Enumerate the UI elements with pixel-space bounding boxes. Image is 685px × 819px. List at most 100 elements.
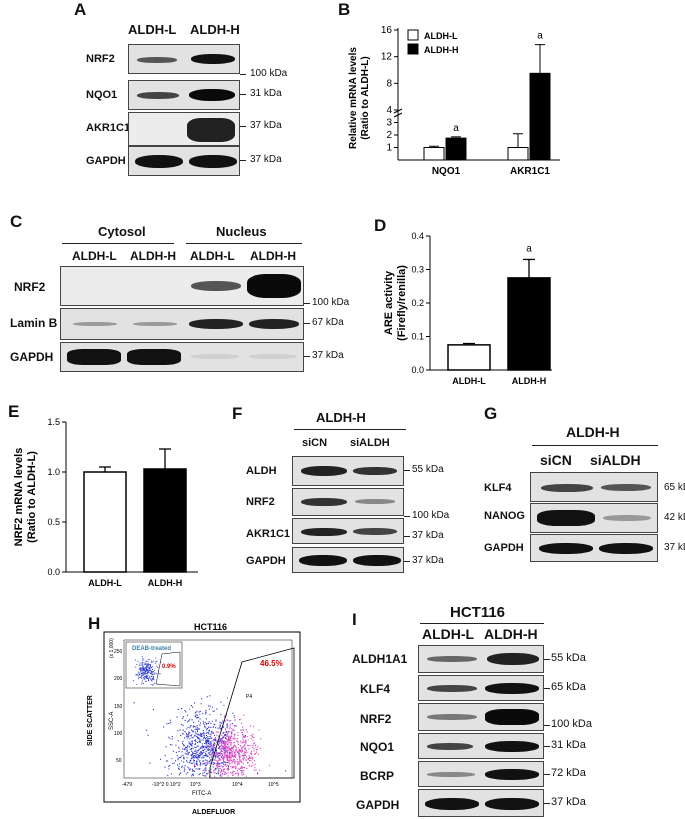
y-tick-label: 0.4 <box>411 231 424 241</box>
flow-ylabel: SIDE SCATTER <box>87 695 94 746</box>
y-axis-label-line: ARE activity <box>383 270 395 335</box>
panel-letter-d: D <box>374 216 387 235</box>
panel-f-strip-gapdh <box>292 547 404 573</box>
bar <box>529 72 551 161</box>
panel-i-row-nqo1: NQO1 <box>360 740 395 754</box>
panel-c-group-nucleus: Nucleus <box>216 224 267 239</box>
y-axis-label-line: (Firefly/renilla) <box>396 265 408 341</box>
x-tick-label: NQO1 <box>432 166 461 177</box>
flow-xtick-0: -10^2 0 10^2 <box>152 782 181 788</box>
panel-i-strip-gapdh <box>418 789 544 817</box>
panel-a-kda-nqo1: 31 kDa <box>250 88 282 99</box>
panel-i-kda-nqo1: 31 kDa <box>551 739 586 751</box>
flow-ytick-250: 250 <box>114 649 123 655</box>
panel-i-strip-nrf2 <box>418 703 544 731</box>
panel-i-kda-nrf2: 100 kDa <box>551 718 592 730</box>
panel-g-strip-gapdh <box>530 534 658 562</box>
legend-label: ALDH-H <box>424 45 459 55</box>
y-tick-label: 0.3 <box>411 265 424 275</box>
y-tick-label: 4 <box>386 105 392 116</box>
panel-f-strip-nrf2 <box>292 488 404 516</box>
flow-ytick-50: 50 <box>116 758 122 764</box>
panel-f-row-aldh: ALDH <box>246 465 277 477</box>
y-axis-label-line: (Ratio to ALDH-L) <box>360 56 371 140</box>
y-tick-label: 8 <box>386 78 392 89</box>
legend-swatch <box>407 43 419 55</box>
panel-g-col-sicn: siCN <box>540 452 572 468</box>
y-axis-label-line: (Ratio to ALDH-L) <box>26 451 38 543</box>
panel-i-row-gapdh: GAPDH <box>356 798 400 812</box>
panel-i-kda-aldh1a1: 55 kDa <box>551 652 586 664</box>
flow-inner-yunit: (x 1,000) <box>109 638 115 658</box>
legend-swatch <box>407 29 419 41</box>
flow-xtick-1e3: 10^3 <box>190 782 201 788</box>
y-tick-label: 0.0 <box>47 567 60 577</box>
axis-break <box>393 112 403 118</box>
panel-c-strip-laminb <box>60 308 304 340</box>
panel-i-row-nrf2: NRF2 <box>360 712 392 726</box>
flow-plot-h: HCT116 SIDE SCATTER ALDEFLUOR SSC-A (x 1… <box>87 622 301 816</box>
panel-a-row-gapdh: GAPDH <box>86 155 126 167</box>
panel-a-strip-gapdh <box>128 146 240 176</box>
panel-a-kda-nrf2: 100 kDa <box>250 68 288 79</box>
y-axis-label: Relative mRNA levels (Ratio to ALDH-L) <box>348 47 371 149</box>
panel-i-strip-bcrp <box>418 761 544 787</box>
panel-f-col-sicn: siCN <box>302 437 328 449</box>
panel-i-title: HCT116 <box>450 604 506 621</box>
flow-xtick-1e4: 10^4 <box>232 782 243 788</box>
panel-c-kda-gapdh: 37 kDa <box>312 350 344 361</box>
significance-label: a <box>453 123 459 134</box>
x-tick-label: AKR1C1 <box>510 166 550 177</box>
axis-break <box>393 108 403 114</box>
panel-a-strip-nqo1 <box>128 80 240 110</box>
bar <box>143 468 187 573</box>
chart-b: Relative mRNA levels (Ratio to ALDH-L)123… <box>348 25 560 177</box>
panel-a-col-aldh-l: ALDH-L <box>128 22 177 37</box>
flow-gate-name: P4 <box>246 694 252 700</box>
panel-letter-f: F <box>232 404 243 423</box>
panel-a-kda-akr1c1: 37 kDa <box>250 120 282 131</box>
flow-title: HCT116 <box>194 622 227 632</box>
x-tick-label: ALDH-L <box>452 376 486 386</box>
bar <box>447 344 491 371</box>
panel-f-row-gapdh: GAPDH <box>246 555 286 567</box>
flow-inset-label: DEAB-treated <box>132 646 171 652</box>
legend-label: ALDH-L <box>424 31 458 41</box>
panel-g-row-gapdh: GAPDH <box>484 542 524 554</box>
panel-c-row-laminb: Lamin B <box>10 316 58 330</box>
panel-letter-e: E <box>8 402 20 421</box>
flow-inner-axes: SSC-A (x 1,000) FITC-A 50 100 150 200 25… <box>109 638 293 797</box>
panel-f-strip-akr1c1 <box>292 518 404 544</box>
panel-g-strip-nanog <box>530 503 658 533</box>
panel-a-col-aldh-h: ALDH-H <box>190 22 240 37</box>
panel-f-kda-gapdh: 37 kDa <box>412 555 444 566</box>
flow-xlabel: ALDEFLUOR <box>192 809 235 816</box>
flow-ytick-200: 200 <box>114 676 123 682</box>
bar <box>445 137 467 161</box>
panel-c-col-4: ALDH-H <box>250 249 296 263</box>
y-tick-label: 3 <box>386 118 392 129</box>
panel-c-strip-nrf2 <box>60 266 304 306</box>
panel-i-strip-aldh1a1 <box>418 645 544 673</box>
y-tick-label: 0.1 <box>411 332 424 342</box>
panel-c-group-cytosol: Cytosol <box>98 224 146 239</box>
y-axis-label-line: Relative mRNA levels <box>348 47 359 149</box>
panel-c-row-nrf2: NRF2 <box>14 280 46 294</box>
panel-f-row-akr1c1: AKR1C1 <box>246 528 291 540</box>
panel-g-kda-klf4: 65 kDa <box>664 482 685 493</box>
y-axis-label: NRF2 mRNA levels (Ratio to ALDH-L) <box>13 448 38 547</box>
panel-i-row-aldh1a1: ALDH1A1 <box>352 652 408 666</box>
panel-c-col-2: ALDH-H <box>130 249 176 263</box>
panel-a-row-akr1c1: AKR1C1 <box>86 122 131 134</box>
panel-g-title: ALDH-H <box>566 424 620 440</box>
significance-label: a <box>526 243 532 254</box>
panel-letter-g: G <box>484 404 498 423</box>
panel-g-row-klf4: KLF4 <box>484 482 512 494</box>
y-tick-label: 0.2 <box>411 298 424 308</box>
panel-f-title: ALDH-H <box>316 410 366 425</box>
panel-i-strip-klf4 <box>418 675 544 701</box>
panel-c-kda-laminb: 67 kDa <box>312 317 344 328</box>
panel-i-kda-gapdh: 37 kDa <box>551 796 586 808</box>
y-tick-label: 0.5 <box>47 517 60 527</box>
flow-ytick-100: 100 <box>114 731 123 737</box>
